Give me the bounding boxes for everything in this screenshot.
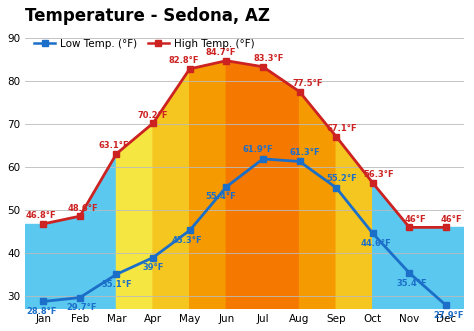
Polygon shape bbox=[43, 216, 80, 302]
Text: 63.1°F: 63.1°F bbox=[99, 141, 129, 150]
Polygon shape bbox=[300, 92, 336, 188]
High Temp. (°F) bbox=[333, 134, 339, 138]
Text: 84.7°F: 84.7°F bbox=[206, 48, 236, 57]
High Temp. (°F) bbox=[77, 214, 82, 218]
Polygon shape bbox=[336, 188, 373, 309]
High Temp. (°F) bbox=[297, 90, 302, 94]
Polygon shape bbox=[446, 227, 465, 305]
Text: 35.1°F: 35.1°F bbox=[101, 280, 132, 289]
Polygon shape bbox=[190, 187, 226, 309]
Polygon shape bbox=[446, 305, 465, 309]
High Temp. (°F) bbox=[114, 152, 119, 156]
Text: 46.8°F: 46.8°F bbox=[25, 212, 56, 220]
Line: Low Temp. (°F): Low Temp. (°F) bbox=[40, 156, 449, 308]
High Temp. (°F) bbox=[407, 225, 412, 229]
Polygon shape bbox=[25, 302, 43, 309]
Low Temp. (°F) bbox=[407, 271, 412, 275]
Polygon shape bbox=[373, 183, 410, 273]
Line: High Temp. (°F): High Temp. (°F) bbox=[40, 58, 449, 230]
Polygon shape bbox=[300, 162, 336, 309]
Text: 55.4°F: 55.4°F bbox=[205, 192, 236, 201]
Text: 44.6°F: 44.6°F bbox=[360, 239, 391, 248]
Low Temp. (°F) bbox=[187, 228, 192, 232]
Text: 28.8°F: 28.8°F bbox=[27, 307, 57, 316]
Polygon shape bbox=[153, 230, 190, 309]
Text: 46°F: 46°F bbox=[441, 215, 463, 224]
Low Temp. (°F) bbox=[443, 303, 449, 307]
Low Temp. (°F) bbox=[114, 272, 119, 276]
Polygon shape bbox=[117, 123, 153, 274]
Low Temp. (°F) bbox=[223, 185, 229, 189]
Legend: Low Temp. (°F), High Temp. (°F): Low Temp. (°F), High Temp. (°F) bbox=[30, 34, 259, 53]
Text: 77.5°F: 77.5°F bbox=[292, 79, 323, 88]
Polygon shape bbox=[80, 274, 117, 309]
Text: 35.4°F: 35.4°F bbox=[397, 278, 428, 288]
Polygon shape bbox=[263, 159, 300, 309]
Polygon shape bbox=[373, 233, 410, 309]
High Temp. (°F) bbox=[370, 181, 375, 185]
Polygon shape bbox=[226, 61, 263, 187]
Text: 45.3°F: 45.3°F bbox=[172, 236, 202, 245]
Polygon shape bbox=[117, 258, 153, 309]
Text: 55.2°F: 55.2°F bbox=[327, 174, 357, 183]
Polygon shape bbox=[153, 69, 190, 258]
Polygon shape bbox=[190, 61, 226, 230]
Text: 39°F: 39°F bbox=[142, 263, 164, 272]
Text: 56.3°F: 56.3°F bbox=[363, 170, 394, 179]
Low Temp. (°F) bbox=[40, 300, 46, 304]
Polygon shape bbox=[25, 224, 43, 302]
Text: 27.9°F: 27.9°F bbox=[434, 311, 464, 320]
High Temp. (°F) bbox=[40, 222, 46, 226]
Text: 82.8°F: 82.8°F bbox=[169, 56, 200, 65]
High Temp. (°F) bbox=[187, 67, 192, 71]
Polygon shape bbox=[410, 227, 446, 305]
High Temp. (°F) bbox=[150, 121, 156, 125]
Low Temp. (°F) bbox=[370, 231, 375, 235]
High Temp. (°F) bbox=[223, 59, 229, 63]
Low Temp. (°F) bbox=[260, 157, 266, 161]
Text: 70.2°F: 70.2°F bbox=[138, 111, 168, 119]
Text: 83.3°F: 83.3°F bbox=[253, 54, 283, 63]
Text: 61.9°F: 61.9°F bbox=[242, 145, 273, 154]
Text: Temperature - Sedona, AZ: Temperature - Sedona, AZ bbox=[25, 7, 270, 25]
Text: 48.6°F: 48.6°F bbox=[67, 204, 98, 213]
Low Temp. (°F) bbox=[77, 296, 82, 300]
Text: 61.3°F: 61.3°F bbox=[290, 148, 320, 157]
Polygon shape bbox=[410, 273, 446, 309]
Low Temp. (°F) bbox=[297, 160, 302, 164]
Text: 46°F: 46°F bbox=[404, 215, 426, 224]
Text: 29.7°F: 29.7°F bbox=[66, 303, 97, 312]
Polygon shape bbox=[80, 154, 117, 298]
Text: 67.1°F: 67.1°F bbox=[327, 124, 357, 133]
Polygon shape bbox=[43, 298, 80, 309]
Polygon shape bbox=[263, 67, 300, 162]
Polygon shape bbox=[226, 159, 263, 309]
Low Temp. (°F) bbox=[333, 186, 339, 190]
Low Temp. (°F) bbox=[150, 256, 156, 260]
High Temp. (°F) bbox=[443, 225, 449, 229]
Polygon shape bbox=[336, 136, 373, 233]
High Temp. (°F) bbox=[260, 65, 266, 69]
